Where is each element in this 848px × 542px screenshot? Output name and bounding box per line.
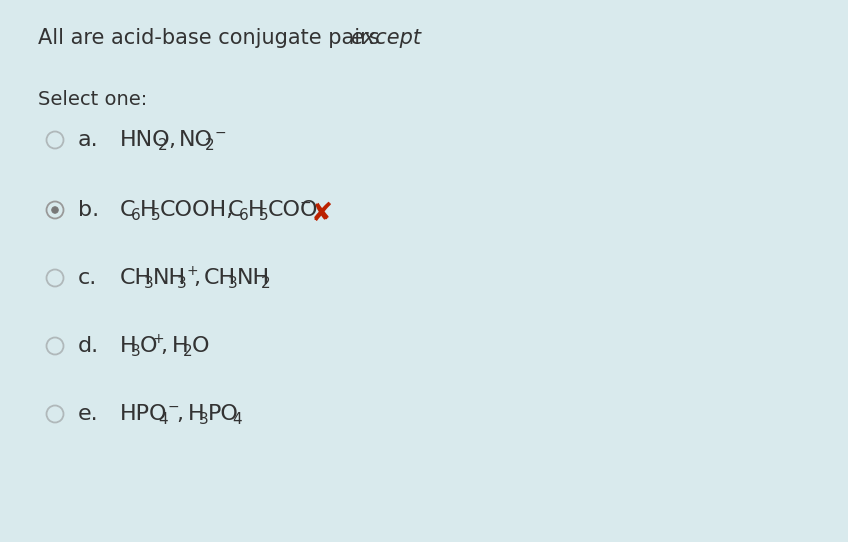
Text: −: − xyxy=(168,400,180,414)
Text: 6: 6 xyxy=(131,208,141,223)
Text: 6: 6 xyxy=(239,208,248,223)
Text: −: − xyxy=(300,196,311,210)
Text: a.: a. xyxy=(78,130,98,150)
Text: CH: CH xyxy=(204,268,236,288)
Text: 2: 2 xyxy=(183,344,192,359)
Text: 5: 5 xyxy=(259,208,269,223)
Text: ✘: ✘ xyxy=(311,201,333,227)
Text: O: O xyxy=(192,336,209,356)
Text: except: except xyxy=(350,28,421,48)
Text: C: C xyxy=(228,200,243,220)
Text: 2: 2 xyxy=(261,276,271,291)
Text: 2: 2 xyxy=(158,138,168,153)
Text: NH: NH xyxy=(153,268,186,288)
Text: NH: NH xyxy=(237,268,271,288)
Text: +: + xyxy=(186,264,198,278)
Text: CH: CH xyxy=(120,268,152,288)
Text: ,: , xyxy=(168,130,175,150)
Text: PO: PO xyxy=(208,404,239,424)
Text: COO: COO xyxy=(268,200,319,220)
Text: HPO: HPO xyxy=(120,404,168,424)
Text: H: H xyxy=(248,200,265,220)
Text: All are acid-base conjugate pairs: All are acid-base conjugate pairs xyxy=(38,28,386,48)
Text: H: H xyxy=(188,404,204,424)
Text: C: C xyxy=(120,200,136,220)
Text: 3: 3 xyxy=(228,276,237,291)
Text: 3: 3 xyxy=(131,344,141,359)
Text: 4: 4 xyxy=(158,412,168,427)
Text: ,: , xyxy=(193,268,200,288)
Text: ,: , xyxy=(176,404,183,424)
Text: 2: 2 xyxy=(205,138,215,153)
Text: 3: 3 xyxy=(144,276,153,291)
Text: O: O xyxy=(140,336,158,356)
Text: 5: 5 xyxy=(151,208,160,223)
Text: b.: b. xyxy=(78,200,99,220)
Text: NO: NO xyxy=(179,130,213,150)
Text: d.: d. xyxy=(78,336,99,356)
Text: c.: c. xyxy=(78,268,98,288)
Text: H: H xyxy=(172,336,188,356)
Text: −: − xyxy=(215,126,226,140)
Text: 4: 4 xyxy=(232,412,242,427)
Text: 3: 3 xyxy=(199,412,209,427)
Text: e.: e. xyxy=(78,404,98,424)
Text: ,: , xyxy=(160,336,167,356)
Circle shape xyxy=(52,207,59,213)
Text: 3: 3 xyxy=(177,276,187,291)
Text: +: + xyxy=(153,332,165,346)
Text: H: H xyxy=(140,200,157,220)
Text: HNO: HNO xyxy=(120,130,170,150)
Text: COOH,: COOH, xyxy=(160,200,234,220)
Text: Select one:: Select one: xyxy=(38,90,148,109)
Text: H: H xyxy=(120,336,137,356)
